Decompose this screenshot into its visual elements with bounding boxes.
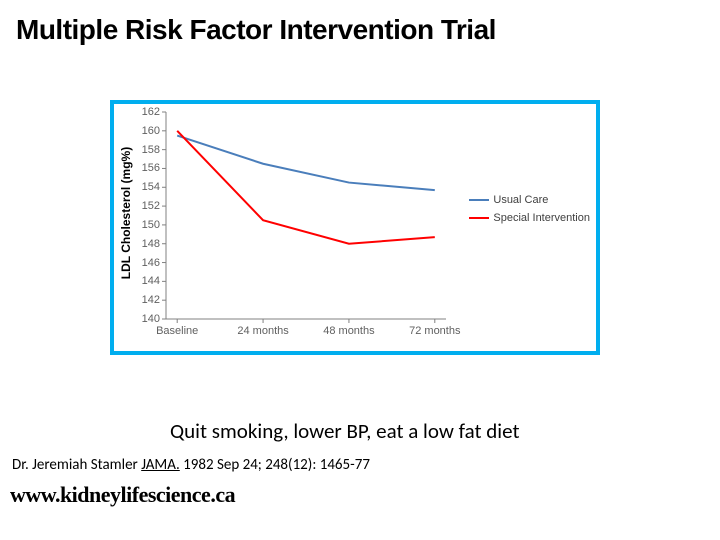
y-tick: 152 [138, 200, 160, 212]
legend-row: Special Intervention [469, 212, 590, 224]
x-tick: 24 months [237, 325, 288, 337]
y-axis-label-wrap: LDL Cholesterol (mg%) [116, 104, 136, 321]
y-tick: 144 [138, 275, 160, 287]
citation-rest: 1982 Sep 24; 248(12): 1465-77 [180, 456, 370, 474]
x-tick: Baseline [156, 325, 198, 337]
y-tick: 140 [138, 313, 160, 325]
y-tick: 158 [138, 144, 160, 156]
y-axis-label: LDL Cholesterol (mg%) [119, 146, 133, 278]
citation: Dr. Jeremiah Stamler JAMA. 1982 Sep 24; … [12, 456, 370, 474]
legend-label: Special Intervention [493, 212, 590, 224]
y-tick: 142 [138, 294, 160, 306]
plot-svg [166, 112, 446, 319]
slide-title: Multiple Risk Factor Intervention Trial [0, 0, 720, 46]
chart-container: LDL Cholesterol (mg%) Usual Care Special … [110, 100, 600, 355]
legend-swatch [469, 199, 489, 201]
plot-region [166, 112, 446, 319]
legend: Usual Care Special Intervention [469, 194, 590, 230]
annotation-text: Quit smoking, lower BP, eat a low fat di… [170, 418, 519, 444]
legend-swatch [469, 217, 489, 219]
x-tick: 72 months [409, 325, 460, 337]
y-tick: 150 [138, 219, 160, 231]
citation-journal: JAMA. [141, 456, 180, 474]
y-tick: 156 [138, 162, 160, 174]
series-line [177, 136, 435, 191]
footer-url: www.kidneylifescience.ca [10, 482, 235, 508]
legend-row: Usual Care [469, 194, 590, 206]
y-tick: 154 [138, 181, 160, 193]
y-tick: 148 [138, 238, 160, 250]
citation-author: Dr. Jeremiah Stamler [12, 456, 141, 474]
y-tick: 162 [138, 106, 160, 118]
y-tick: 160 [138, 125, 160, 137]
x-tick: 48 months [323, 325, 374, 337]
legend-label: Usual Care [493, 194, 548, 206]
y-tick: 146 [138, 257, 160, 269]
